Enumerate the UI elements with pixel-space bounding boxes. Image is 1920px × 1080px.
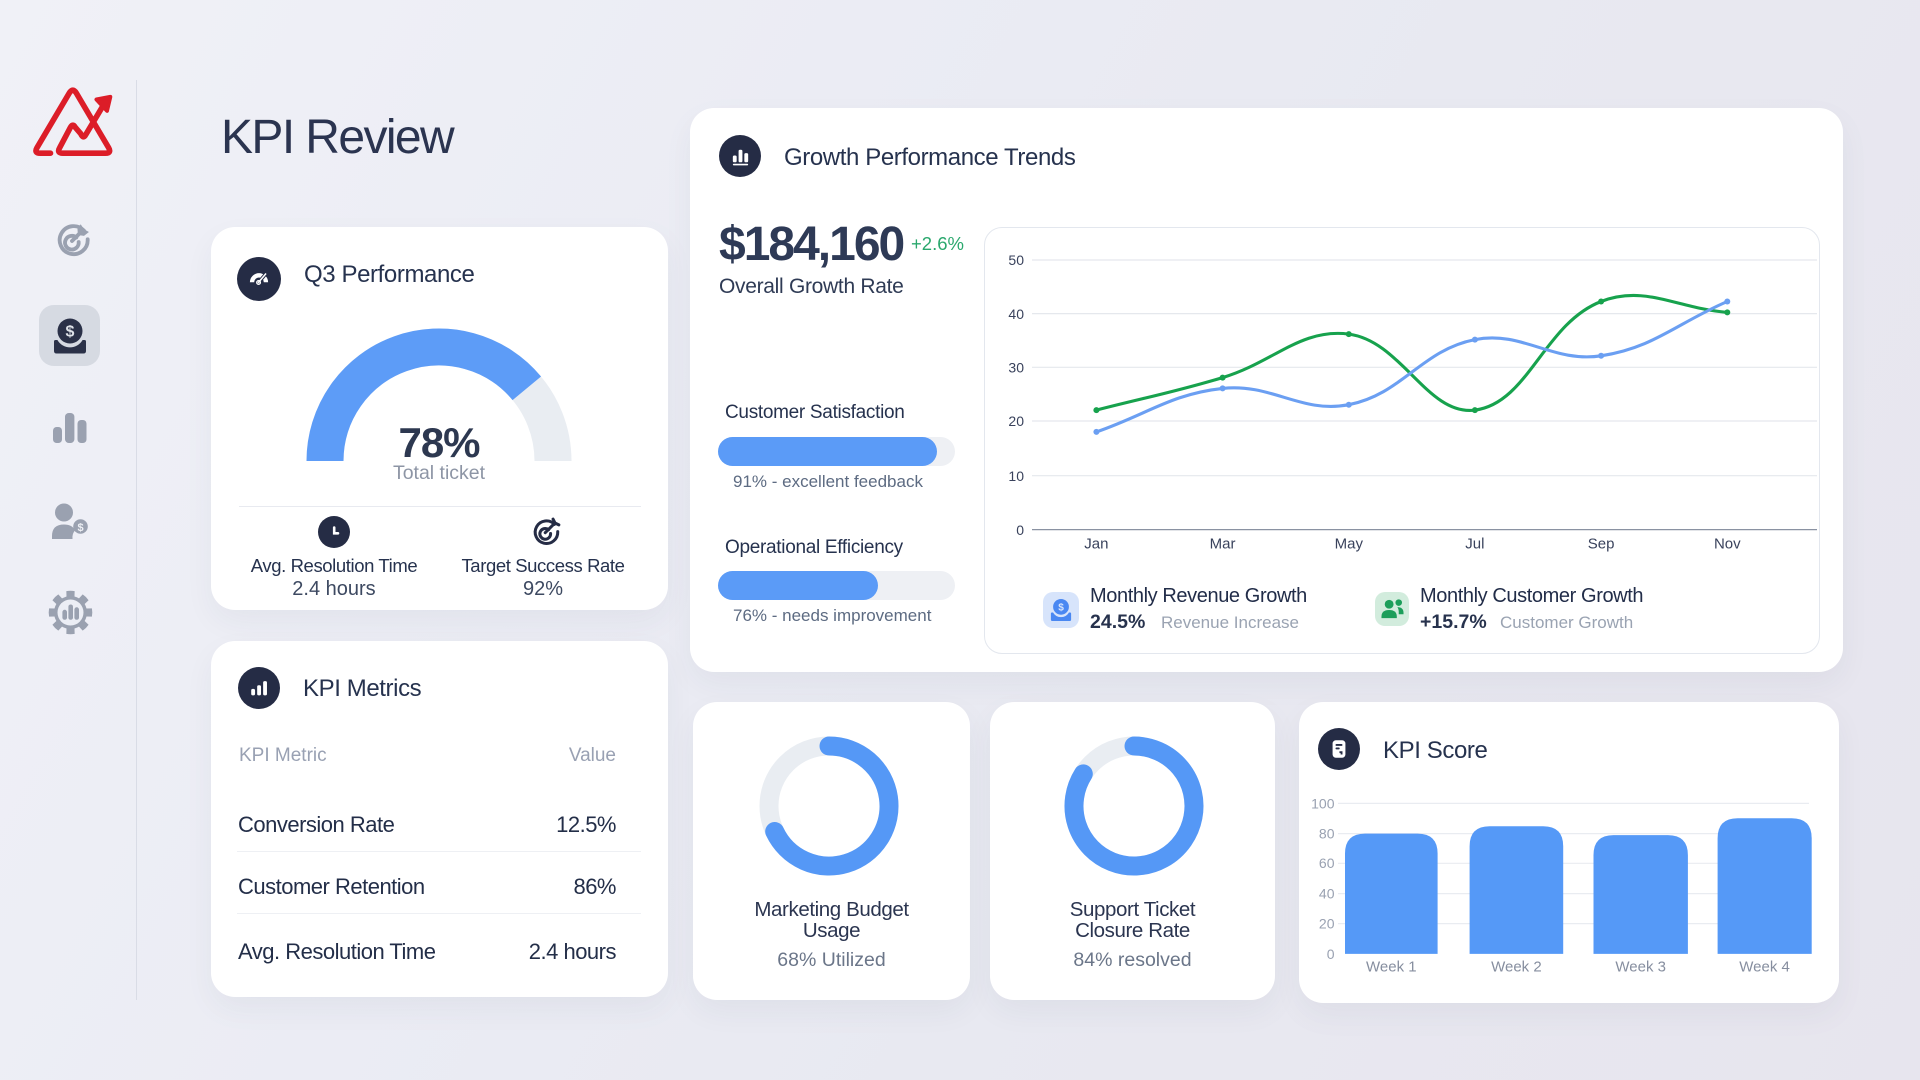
svg-text:$: $ xyxy=(77,522,83,534)
svg-text:10: 10 xyxy=(1008,468,1024,484)
svg-text:Mar: Mar xyxy=(1210,535,1236,552)
svg-text:Week 1: Week 1 xyxy=(1366,958,1417,975)
svg-text:Nov: Nov xyxy=(1714,535,1741,552)
svg-text:0: 0 xyxy=(1327,946,1335,962)
svg-text:Sep: Sep xyxy=(1588,535,1615,552)
svg-text:40: 40 xyxy=(1319,886,1335,902)
svg-text:May: May xyxy=(1335,535,1364,552)
svg-text:$: $ xyxy=(1058,602,1064,613)
svg-text:Jan: Jan xyxy=(1084,535,1108,552)
svg-text:60: 60 xyxy=(1319,855,1335,871)
svg-text:0: 0 xyxy=(1016,522,1024,538)
svg-text:40: 40 xyxy=(1008,306,1024,322)
svg-text:30: 30 xyxy=(1008,360,1024,376)
svg-text:100: 100 xyxy=(1311,795,1335,811)
svg-text:80: 80 xyxy=(1319,826,1335,842)
svg-text:Week 3: Week 3 xyxy=(1615,958,1666,975)
svg-text:Week 2: Week 2 xyxy=(1491,958,1542,975)
svg-text:Week 4: Week 4 xyxy=(1739,958,1790,975)
svg-text:Jul: Jul xyxy=(1465,535,1484,552)
svg-text:$: $ xyxy=(66,324,75,341)
svg-text:20: 20 xyxy=(1008,413,1024,429)
svg-text:20: 20 xyxy=(1319,916,1335,932)
svg-text:50: 50 xyxy=(1008,252,1024,268)
